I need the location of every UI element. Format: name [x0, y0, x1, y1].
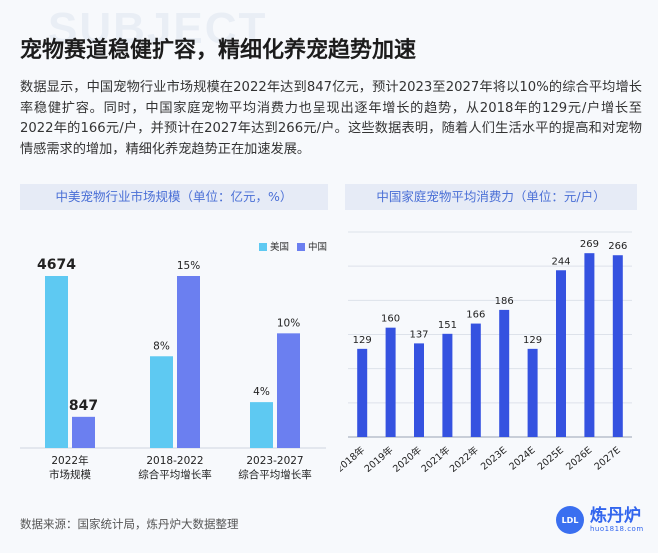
data-label: 4674 — [37, 257, 76, 273]
data-label: 129 — [523, 335, 542, 346]
tick-label: 2024E — [507, 445, 537, 473]
bar-usa — [250, 402, 273, 448]
data-label: 137 — [409, 329, 428, 340]
bar — [357, 348, 368, 437]
data-label: 4% — [253, 386, 270, 398]
summary-paragraph: 数据显示，中国宠物行业市场规模在2022年达到847亿元，预计2023至2027… — [20, 80, 642, 157]
logo-name: 炼丹炉 — [590, 506, 641, 526]
tick-label: 2026E — [564, 445, 594, 473]
data-label: 10% — [277, 317, 300, 329]
bar — [385, 327, 396, 437]
brand-logo: LDL 炼丹炉 huo1818.com — [556, 506, 644, 534]
bar — [414, 343, 424, 437]
data-label: 151 — [438, 320, 457, 331]
legend-swatch — [297, 243, 305, 251]
category-label: 市场规模 — [49, 468, 91, 481]
data-label: 160 — [381, 314, 400, 325]
data-label: 186 — [495, 296, 514, 307]
legend-label: 美国 — [270, 241, 289, 253]
bar — [442, 333, 453, 437]
legend-label: 中国 — [308, 241, 327, 253]
data-label: 847 — [69, 398, 98, 414]
bar-china — [177, 276, 200, 448]
right-chart-title: 中国家庭宠物平均消费力（单位：元/户） — [345, 184, 637, 210]
category-label: 2022年 — [51, 454, 88, 467]
tick-label: 2023E — [479, 445, 509, 473]
data-label: 269 — [580, 239, 599, 250]
logo-icon: LDL — [556, 506, 584, 534]
tick-label: 2022年 — [447, 444, 481, 475]
tick-label: 2025E — [536, 445, 566, 473]
tick-label: 2019年 — [362, 444, 396, 475]
bar-china — [72, 416, 95, 448]
bar — [527, 348, 538, 437]
logo-url: huo1818.com — [590, 525, 644, 533]
bar — [556, 270, 566, 437]
background-watermark-word: SUBJECT — [48, 4, 268, 53]
market-size-chart: 46748472022年市场规模8%15%2018-2022综合平均增长率4%1… — [20, 241, 327, 481]
bar — [499, 309, 510, 437]
bar-usa — [45, 276, 68, 448]
category-label: 综合平均增长率 — [238, 468, 312, 481]
category-label: 2018-2022 — [146, 455, 203, 467]
bar-usa — [150, 356, 173, 448]
data-label: 166 — [466, 310, 485, 321]
category-label: 综合平均增长率 — [138, 468, 212, 481]
data-label: 244 — [551, 256, 570, 267]
bar — [612, 255, 623, 437]
tick-label: 2021年 — [419, 444, 453, 475]
tick-label: 2020年 — [390, 444, 424, 475]
legend-swatch — [259, 243, 267, 251]
bar-china — [277, 333, 300, 448]
tick-label: 2018年 — [340, 444, 368, 475]
data-label: 15% — [177, 260, 200, 272]
page-title: 宠物赛道稳健扩容，精细化养宠趋势加速 — [20, 38, 417, 63]
bar — [584, 253, 595, 437]
category-label: 2023-2027 — [246, 455, 303, 467]
bar — [470, 323, 481, 437]
data-label: 266 — [608, 241, 627, 252]
data-label: 129 — [353, 335, 372, 346]
tick-label: 2027E — [593, 445, 623, 473]
data-source-note: 数据来源：国家统计局，炼丹炉大数据整理 — [20, 517, 239, 531]
consumption-chart: 129 2018年 160 2019年 137 2020年 151 2021年 166 2022年… — [340, 231, 632, 475]
data-label: 8% — [153, 340, 170, 352]
left-chart-title: 中美宠物行业市场规模（单位：亿元，%） — [20, 184, 328, 210]
